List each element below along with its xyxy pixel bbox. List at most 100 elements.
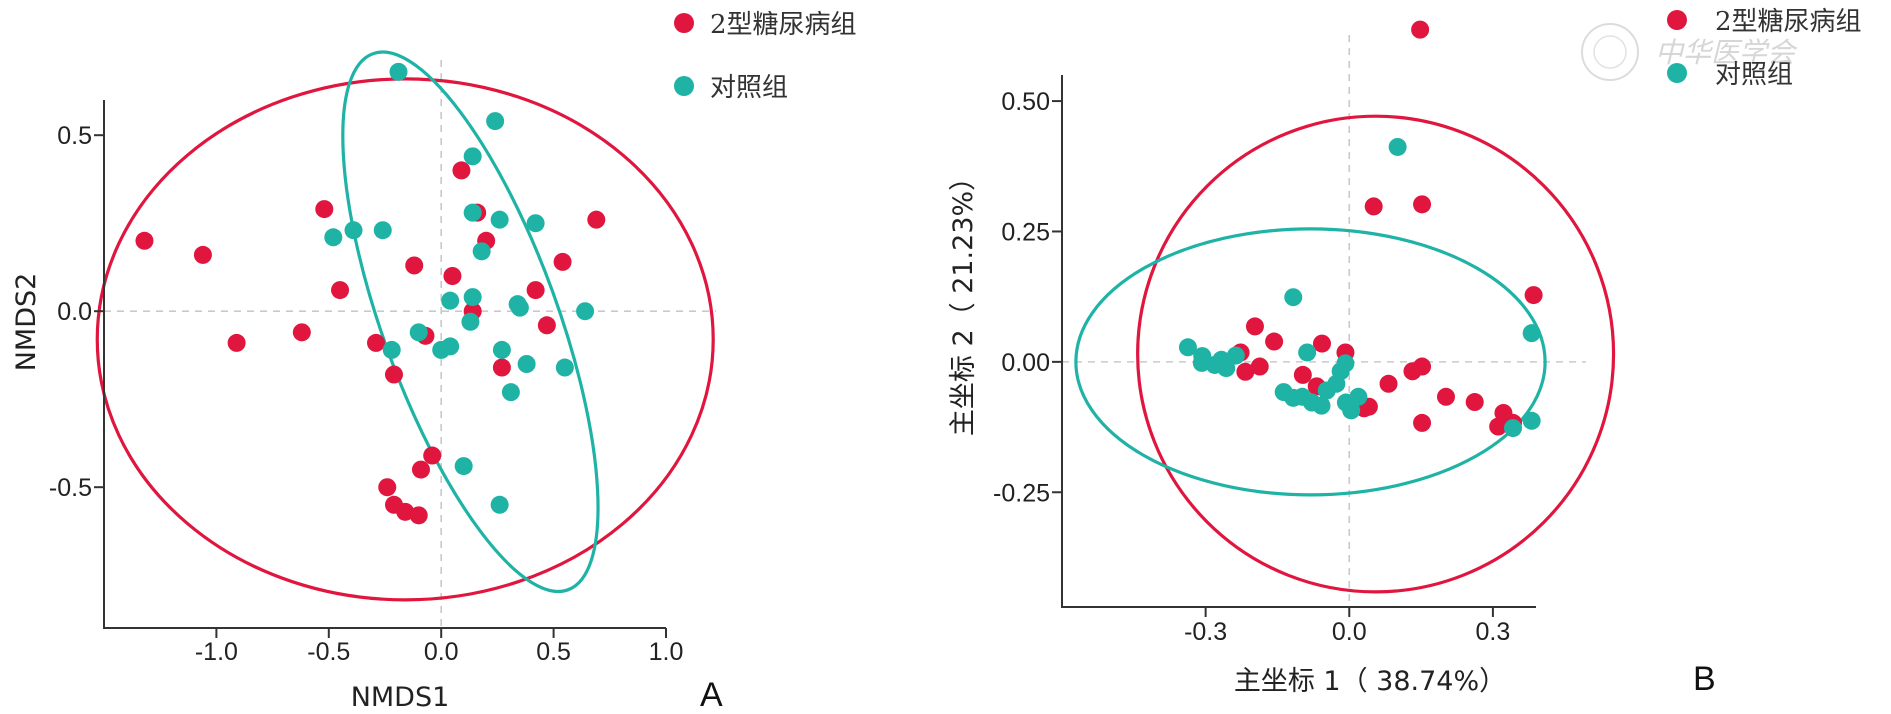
data-point-control — [1522, 411, 1541, 430]
data-point-t2dm — [227, 333, 246, 352]
data-point-control — [463, 288, 482, 307]
data-point-control — [576, 302, 595, 321]
data-point-control — [492, 340, 511, 359]
data-point-control — [1284, 288, 1303, 307]
legend-label-t2dm: 2型糖尿病组 — [1715, 7, 1862, 37]
confidence-ellipse-control — [1074, 227, 1547, 497]
data-point-control — [517, 355, 536, 373]
data-point-control — [1388, 137, 1407, 156]
data-point-t2dm — [405, 256, 424, 275]
data-point-control — [1226, 346, 1245, 365]
data-point-control — [1336, 354, 1355, 373]
confidence-ellipse-t2dm — [95, 77, 715, 602]
panel-a-legend: 2型糖尿病组 对照组 — [674, 10, 857, 103]
y-tick-label: 0.25 — [1001, 218, 1050, 246]
data-point-t2dm — [1379, 374, 1398, 393]
legend-marker-t2dm — [674, 13, 694, 33]
data-point-control — [510, 298, 529, 317]
data-point-t2dm — [492, 358, 511, 377]
y-axis-title: NMDS2 — [11, 273, 42, 372]
data-point-t2dm — [1524, 286, 1543, 305]
data-point-t2dm — [423, 446, 442, 465]
data-point-control — [409, 323, 428, 342]
data-point-control — [441, 291, 460, 310]
panel-a-ellipses — [95, 50, 715, 602]
data-point-t2dm — [384, 365, 403, 384]
data-point-t2dm — [537, 316, 556, 335]
axis-frame — [1061, 75, 1536, 608]
y-tick-label: -0.25 — [993, 479, 1050, 507]
data-point-control — [389, 62, 408, 81]
y-tick-label: 0.00 — [1001, 349, 1050, 377]
data-point-control — [490, 210, 509, 229]
legend-marker-t2dm — [1667, 10, 1687, 30]
x-axis-title: NMDS1 — [351, 682, 450, 713]
data-point-t2dm — [135, 231, 154, 250]
data-point-t2dm — [1312, 334, 1331, 353]
data-point-control — [1312, 396, 1331, 415]
data-point-control — [1349, 387, 1368, 406]
confidence-ellipse-t2dm — [1136, 114, 1616, 594]
data-point-control — [555, 358, 574, 377]
legend-label-control: 对照组 — [1715, 60, 1793, 90]
data-point-t2dm — [315, 200, 334, 219]
panel-b-points — [1178, 20, 1543, 438]
legend-label-t2dm: 2型糖尿病组 — [710, 10, 857, 40]
data-point-t2dm — [1413, 195, 1432, 214]
x-tick-label: 1.0 — [649, 638, 684, 666]
data-point-control — [1178, 338, 1197, 357]
data-point-control — [1342, 401, 1361, 420]
legend-marker-control — [674, 76, 694, 96]
data-point-t2dm — [1436, 387, 1455, 406]
panel-label-b: B — [1693, 660, 1716, 698]
panel-b-pcoa: -0.3 0.0 0.3 -0.25 0.00 0.25 0.50 2型糖尿病组 对照组 主… — [948, 7, 1862, 698]
y-axis-title: 主坐标 2（ 21.23%） — [948, 164, 979, 436]
data-point-t2dm — [452, 161, 471, 180]
data-point-t2dm — [1236, 362, 1255, 381]
panel-a-reference-lines — [104, 60, 716, 628]
data-point-control — [454, 457, 473, 476]
panel-b-legend: 2型糖尿病组 对照组 — [1667, 7, 1862, 90]
x-tick-label: 0.0 — [424, 638, 459, 666]
panel-b-axes: -0.3 0.0 0.3 -0.25 0.00 0.25 0.50 — [993, 75, 1536, 646]
data-point-t2dm — [587, 210, 606, 229]
x-tick-label: -0.5 — [307, 638, 350, 666]
x-axis-title: 主坐标 1（ 38.74%） — [1234, 666, 1506, 697]
data-point-t2dm — [443, 267, 462, 285]
data-point-t2dm — [1293, 365, 1312, 384]
data-point-control — [490, 495, 509, 514]
data-point-t2dm — [1403, 362, 1422, 381]
data-point-t2dm — [1265, 332, 1284, 351]
panel-label-a: A — [700, 676, 723, 714]
data-point-t2dm — [553, 252, 572, 271]
data-point-control — [486, 112, 505, 131]
legend-label-control: 对照组 — [710, 73, 788, 103]
watermark-seal-inner-icon — [1593, 35, 1627, 69]
data-point-t2dm — [1364, 197, 1383, 216]
data-point-t2dm — [1245, 317, 1264, 336]
data-point-t2dm — [526, 281, 545, 300]
y-tick-label: 0.50 — [1001, 88, 1050, 116]
data-point-t2dm — [1489, 417, 1508, 436]
data-point-control — [526, 214, 545, 233]
data-point-t2dm — [409, 506, 428, 525]
data-point-control — [1504, 419, 1523, 438]
data-point-t2dm — [396, 502, 415, 521]
data-point-t2dm — [1413, 413, 1432, 432]
data-point-control — [1217, 359, 1236, 378]
data-point-t2dm — [1250, 357, 1269, 376]
data-point-t2dm — [411, 460, 430, 479]
data-point-t2dm — [292, 323, 311, 342]
data-point-control — [441, 337, 460, 356]
data-point-control — [324, 228, 343, 247]
data-point-control — [344, 221, 363, 240]
y-tick-label: 0.5 — [57, 122, 92, 150]
legend-marker-control — [1667, 63, 1687, 83]
x-tick-label: 0.5 — [536, 638, 571, 666]
data-point-control — [373, 221, 392, 240]
panel-b-reference-lines — [1062, 35, 1586, 607]
data-point-t2dm — [1465, 393, 1484, 412]
panel-a-points — [135, 62, 606, 525]
data-point-t2dm — [1411, 20, 1430, 39]
